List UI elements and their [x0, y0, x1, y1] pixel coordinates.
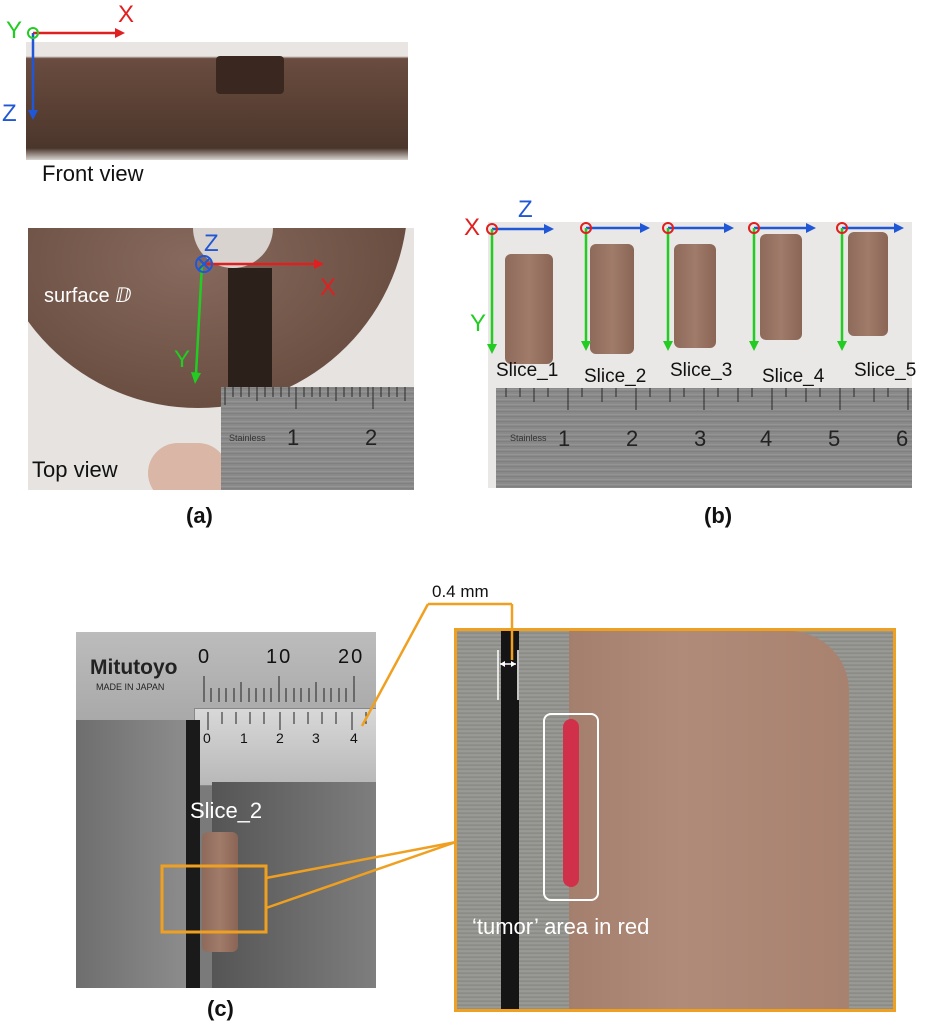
- top-ruler-ticks: [224, 387, 406, 409]
- front-view-photo: [26, 42, 408, 160]
- caliper-jaw-left: [76, 720, 186, 988]
- zoom-photo: [454, 628, 896, 1012]
- caliper-vernier-1: 1: [240, 730, 248, 746]
- caliper-vernier-2: 2: [276, 730, 284, 746]
- slice-3-shape: [674, 244, 716, 348]
- slices-ruler-tick-2: 2: [626, 426, 639, 451]
- top-view-ruler: Stainless 1 2: [221, 387, 414, 490]
- zoom-tumor-area: [563, 719, 579, 887]
- slices-axis-y-label: Y: [470, 310, 487, 337]
- front-axis-x-label: X: [118, 1, 135, 28]
- caliper-vernier-4: 4: [350, 730, 358, 746]
- surface-label: surface ⅅ: [44, 285, 132, 307]
- top-ruler-tick-2: 2: [365, 425, 378, 450]
- slices-photo: [488, 222, 912, 488]
- caliper-slice-label: Slice_2: [190, 798, 263, 823]
- slice-4-shape: [760, 234, 802, 340]
- slices-axes: [486, 222, 904, 354]
- top-ruler-tick-1: 1: [287, 425, 300, 450]
- tumor-highlight-box: [543, 713, 599, 901]
- slice-5-label: Slice_5: [854, 360, 917, 381]
- panel-label-c: (c): [207, 996, 234, 1021]
- caliper-jaw-right: [212, 782, 376, 988]
- panel-label-a: (a): [186, 503, 213, 528]
- caliper-main-10: 10: [266, 646, 293, 668]
- slices-ruler-tick-6: 6: [896, 426, 909, 451]
- front-axis-y-label: Y: [6, 17, 23, 44]
- top-view-caption: Top view: [32, 457, 118, 482]
- slices-ruler-ticks: [505, 388, 909, 410]
- slice-2-label: Slice_2: [584, 366, 647, 387]
- caliper-scale-ticks: [203, 676, 367, 730]
- front-axis-z-label: Z: [2, 100, 17, 127]
- top-axis-z-label: Z: [204, 230, 219, 257]
- slice-1-shape: [505, 254, 553, 364]
- slices-ruler-tick-4: 4: [760, 426, 773, 451]
- caliper-photo: [76, 632, 376, 988]
- slices-axis-z-label: Z: [518, 196, 533, 223]
- slices-ruler-brand: Stainless: [510, 433, 547, 443]
- slices-ruler-tick-1: 1: [558, 426, 571, 451]
- top-axis-y-label: Y: [174, 346, 191, 373]
- slices-ruler-tick-5: 5: [828, 426, 841, 451]
- slices-ruler: [496, 388, 912, 488]
- slices-axis-x-label: X: [464, 214, 481, 241]
- slice-2-shape: [590, 244, 634, 354]
- caliper-vernier-3: 3: [312, 730, 320, 746]
- caliper-main-beam: [76, 632, 376, 720]
- slices-ruler-tick-3: 3: [694, 426, 707, 451]
- top-ruler-brand: Stainless: [229, 433, 266, 443]
- caliper-main-0: 0: [198, 646, 212, 668]
- caliper-main-20: 20: [338, 646, 365, 668]
- caliper-vernier: [194, 708, 376, 786]
- slice-3-label: Slice_3: [670, 360, 733, 381]
- ring-cut: [228, 268, 272, 408]
- caliper-brand: Mitutoyo: [90, 656, 178, 679]
- slice-4-label: Slice_4: [762, 366, 825, 387]
- slice-1-label: Slice_1: [496, 360, 559, 381]
- caliper-gap: [186, 720, 200, 988]
- front-view-caption: Front view: [42, 161, 144, 186]
- zoom-caliper-gap: [501, 631, 519, 1009]
- front-view-notch: [216, 56, 284, 94]
- caliper-vernier-0: 0: [203, 730, 211, 746]
- tumor-label: ‘tumor’ area in red: [472, 914, 650, 939]
- top-axis-x-label: X: [320, 274, 337, 301]
- panel-label-b: (b): [704, 503, 733, 528]
- slice-5-shape: [848, 232, 888, 336]
- finger: [148, 443, 228, 490]
- top-axes: [191, 255, 324, 384]
- caliper-origin: MADE IN JAPAN: [96, 682, 165, 692]
- zoom-slice-body: [569, 631, 849, 1009]
- thickness-label: 0.4 mm: [432, 582, 489, 601]
- front-axes: [27, 27, 125, 120]
